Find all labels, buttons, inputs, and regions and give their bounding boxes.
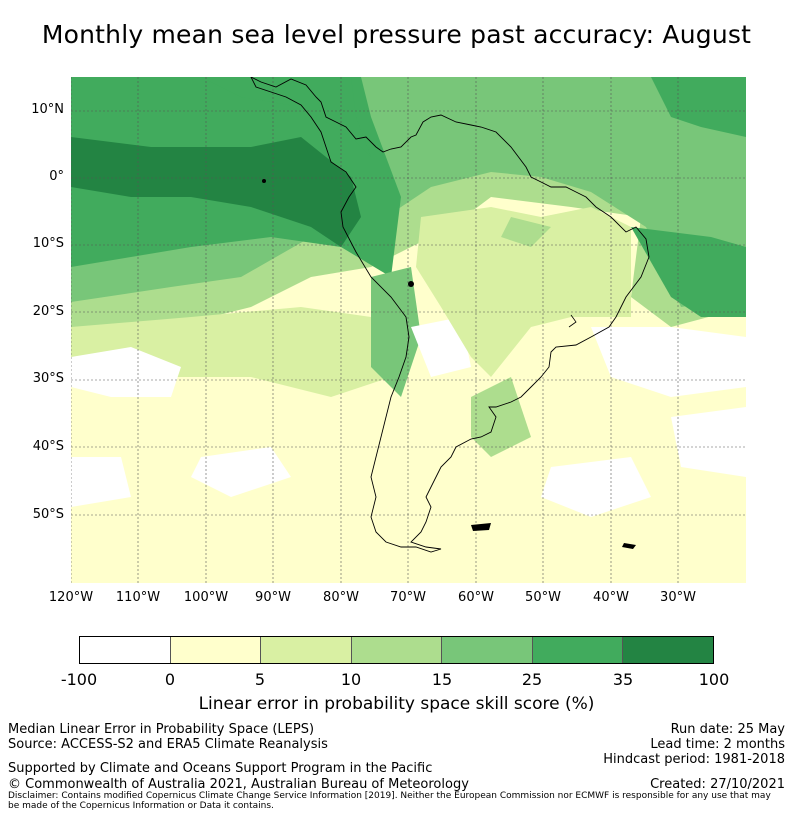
colorbar-segment (80, 637, 171, 663)
colorbar-tick: 35 (612, 670, 634, 689)
colorbar (79, 636, 714, 664)
colorbar-segment (623, 637, 714, 663)
colorbar-tick: 10 (340, 670, 362, 689)
lat-label-10n: 10°N (31, 102, 64, 117)
colorbar-segment (351, 637, 443, 663)
colorbar-tick: 5 (254, 670, 266, 689)
skill-region-negative-1 (71, 347, 181, 397)
skill-region-pampas (471, 377, 531, 457)
lon-label-120w: 120°W (48, 590, 94, 605)
disclaimer-line-1: Disclaimer: Contains modified Copernicus… (8, 791, 771, 801)
lon-label-60w: 60°W (458, 590, 494, 605)
hindcast-period: Hindcast period: 1981-2018 (603, 752, 785, 767)
run-date: Run date: 25 May (670, 722, 785, 737)
skill-region-negative-6 (541, 457, 651, 517)
lat-label-10s: 10°S (32, 236, 64, 251)
lon-label-110w: 110°W (115, 590, 161, 605)
lat-label-40s: 40°S (32, 439, 64, 454)
lon-label-90w: 90°W (255, 590, 291, 605)
created-date: Created: 27/10/2021 (650, 777, 785, 792)
chart-title: Monthly mean sea level pressure past acc… (41, 20, 752, 49)
footer-source: Source: ACCESS-S2 and ERA5 Climate Reana… (8, 737, 328, 752)
skill-map (71, 77, 746, 583)
colorbar-segment (261, 637, 352, 663)
colorbar-tick: 100 (698, 670, 730, 689)
lon-label-50w: 50°W (525, 590, 561, 605)
skill-region-negative-4 (191, 447, 291, 497)
skill-region-amazon (501, 217, 551, 247)
disclaimer-line-2: be made of the Copernicus Information or… (8, 801, 274, 811)
galapagos-islands (262, 179, 266, 183)
colorbar-tick: -100 (60, 670, 98, 689)
skill-region-25-35-north (201, 77, 371, 157)
lat-label-30s: 30°S (32, 371, 64, 386)
lon-label-70w: 70°W (390, 590, 426, 605)
lon-label-100w: 100°W (183, 590, 229, 605)
skill-region-25-35-atlantic (651, 77, 746, 137)
falkland-islands (471, 523, 491, 531)
colorbar-tick: 0 (164, 670, 176, 689)
skill-region-continent (416, 207, 631, 377)
footer-copyright: © Commonwealth of Australia 2021, Austra… (8, 777, 469, 792)
skill-region-25-35-east (631, 227, 746, 317)
colorbar-tick: 15 (431, 670, 453, 689)
lead-time: Lead time: 2 months (650, 737, 785, 752)
south-america-coastline (250, 77, 650, 553)
skill-region-negative-5 (71, 457, 131, 507)
lon-label-40w: 40°W (593, 590, 629, 605)
skill-region-coastal (371, 267, 421, 397)
lat-label-0: 0° (49, 169, 64, 184)
lon-label-30w: 30°W (660, 590, 696, 605)
lat-label-20s: 20°S (32, 304, 64, 319)
lagoa-dos-patos (568, 314, 577, 328)
skill-region-negative-3 (591, 327, 746, 397)
skill-region-35-100 (71, 137, 361, 247)
colorbar-segment (442, 637, 533, 663)
colorbar-segment (532, 637, 624, 663)
south-georgia (622, 543, 636, 549)
footer-support: Supported by Climate and Oceans Support … (8, 761, 433, 776)
lake-titicaca (408, 281, 414, 287)
skill-region-negative-7 (671, 407, 746, 477)
lon-label-80w: 80°W (323, 590, 359, 605)
footer-method: Median Linear Error in Probability Space… (8, 722, 315, 737)
colorbar-label: Linear error in probability space skill … (198, 694, 595, 714)
lat-label-50s: 50°S (32, 507, 64, 522)
colorbar-tick: 25 (521, 670, 543, 689)
colorbar-segment (170, 637, 262, 663)
